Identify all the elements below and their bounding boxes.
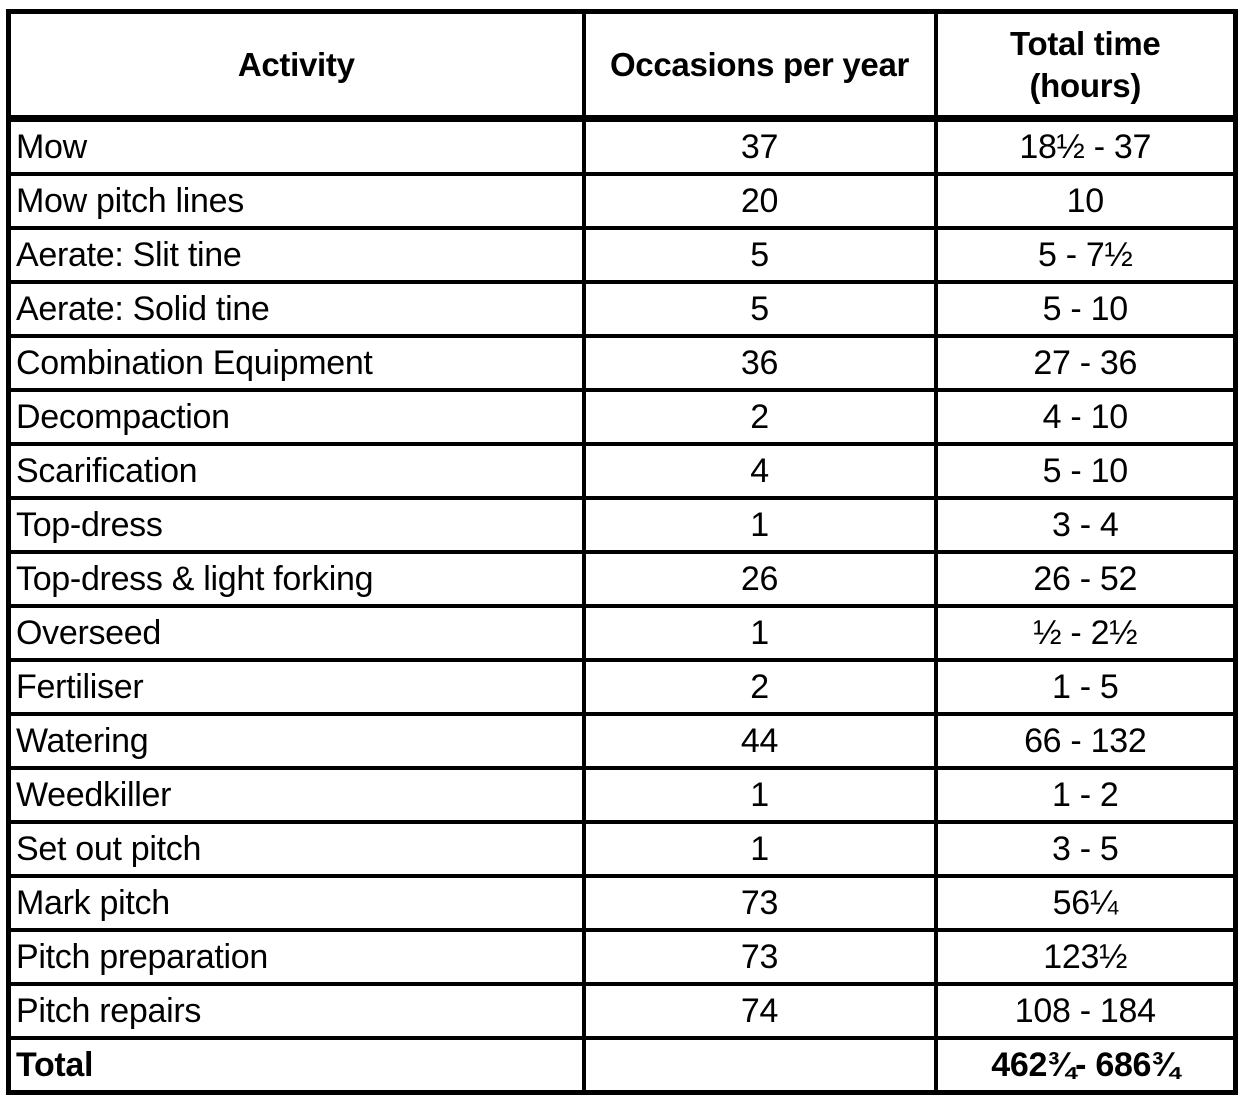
cell-occasions: 1 (581, 766, 938, 824)
cell-activity: Decompaction (6, 388, 586, 446)
table-body: Mow 37 18½ - 37 Mow pitch lines 20 10 Aerate: … (6, 116, 1238, 1040)
cell-activity: Fertiliser (6, 658, 586, 716)
table-row: Weedkiller 1 1 - 2 (6, 766, 1238, 824)
cell-total-time: 10 (933, 172, 1238, 230)
cell-occasions: 5 (581, 280, 938, 338)
table-row: Aerate: Slit tine 5 5 - 7½ (6, 226, 1238, 284)
table-row: Pitch repairs 74 108 - 184 (6, 982, 1238, 1040)
cell-activity: Combination Equipment (6, 334, 586, 392)
table-footer: Total 462¾- 686¾ (6, 1036, 1238, 1095)
table-row: Mark pitch 73 56¼ (6, 874, 1238, 932)
cell-total-time: 1 - 2 (933, 766, 1238, 824)
cell-occasions: 73 (581, 874, 938, 932)
cell-activity: Pitch preparation (6, 928, 586, 986)
table-row: Top-dress 1 3 - 4 (6, 496, 1238, 554)
table-row: Watering 44 66 - 132 (6, 712, 1238, 770)
cell-activity: Overseed (6, 604, 586, 662)
cell-total-time: 4 - 10 (933, 388, 1238, 446)
cell-occasions: 1 (581, 496, 938, 554)
cell-total-time: 27 - 36 (933, 334, 1238, 392)
cell-occasions: 4 (581, 442, 938, 500)
maintenance-table: Activity Occasions per year Total time (… (6, 9, 1238, 1095)
table-header: Activity Occasions per year Total time (… (6, 9, 1238, 122)
cell-activity: Watering (6, 712, 586, 770)
cell-occasions: 74 (581, 982, 938, 1040)
table-row: Mow 37 18½ - 37 (6, 116, 1238, 176)
cell-activity: Top-dress & light forking (6, 550, 586, 608)
cell-occasions: 2 (581, 658, 938, 716)
cell-occasions: 1 (581, 604, 938, 662)
cell-total-time: 3 - 4 (933, 496, 1238, 554)
table-row: Mow pitch lines 20 10 (6, 172, 1238, 230)
cell-total-time: ½ - 2½ (933, 604, 1238, 662)
cell-occasions: 73 (581, 928, 938, 986)
header-row: Activity Occasions per year Total time (… (6, 9, 1238, 122)
cell-total-time: 66 - 132 (933, 712, 1238, 770)
table-row: Scarification 4 5 - 10 (6, 442, 1238, 500)
cell-activity: Weedkiller (6, 766, 586, 824)
cell-occasions: 1 (581, 820, 938, 878)
col-header-total-time-line2: (hours) (1029, 66, 1142, 104)
cell-total-time: 5 - 7½ (933, 226, 1238, 284)
table-row: Overseed 1 ½ - 2½ (6, 604, 1238, 662)
cell-activity: Top-dress (6, 496, 586, 554)
cell-activity: Aerate: Solid tine (6, 280, 586, 338)
cell-total-time: 123½ (933, 928, 1238, 986)
cell-occasions: 44 (581, 712, 938, 770)
cell-activity: Mow (6, 116, 586, 176)
cell-activity: Scarification (6, 442, 586, 500)
cell-occasions: 5 (581, 226, 938, 284)
cell-activity: Pitch repairs (6, 982, 586, 1040)
cell-total-time: 1 - 5 (933, 658, 1238, 716)
col-header-activity: Activity (6, 9, 586, 122)
total-label-cell: Total (6, 1036, 586, 1095)
cell-total-time: 26 - 52 (933, 550, 1238, 608)
cell-activity: Set out pitch (6, 820, 586, 878)
col-header-occasions: Occasions per year (581, 9, 938, 122)
table-row: Pitch preparation 73 123½ (6, 928, 1238, 986)
cell-total-time: 5 - 10 (933, 280, 1238, 338)
table-row: Aerate: Solid tine 5 5 - 10 (6, 280, 1238, 338)
total-time-cell: 462¾- 686¾ (933, 1036, 1238, 1095)
cell-activity: Mark pitch (6, 874, 586, 932)
cell-activity: Mow pitch lines (6, 172, 586, 230)
cell-occasions: 36 (581, 334, 938, 392)
cell-occasions: 37 (581, 116, 938, 176)
cell-total-time: 56¼ (933, 874, 1238, 932)
cell-total-time: 5 - 10 (933, 442, 1238, 500)
cell-activity: Aerate: Slit tine (6, 226, 586, 284)
table-row: Set out pitch 1 3 - 5 (6, 820, 1238, 878)
cell-total-time: 3 - 5 (933, 820, 1238, 878)
cell-occasions: 26 (581, 550, 938, 608)
table-row: Decompaction 2 4 - 10 (6, 388, 1238, 446)
cell-total-time: 108 - 184 (933, 982, 1238, 1040)
cell-occasions: 2 (581, 388, 938, 446)
table-row: Top-dress & light forking 26 26 - 52 (6, 550, 1238, 608)
table-row: Fertiliser 2 1 - 5 (6, 658, 1238, 716)
total-row: Total 462¾- 686¾ (6, 1036, 1238, 1095)
table-row: Combination Equipment 36 27 - 36 (6, 334, 1238, 392)
col-header-total-time-line1: Total time (1010, 25, 1161, 63)
cell-total-time: 18½ - 37 (933, 116, 1238, 176)
cell-occasions: 20 (581, 172, 938, 230)
total-occasions-cell (581, 1036, 938, 1095)
col-header-total-time: Total time (hours) (933, 9, 1238, 122)
